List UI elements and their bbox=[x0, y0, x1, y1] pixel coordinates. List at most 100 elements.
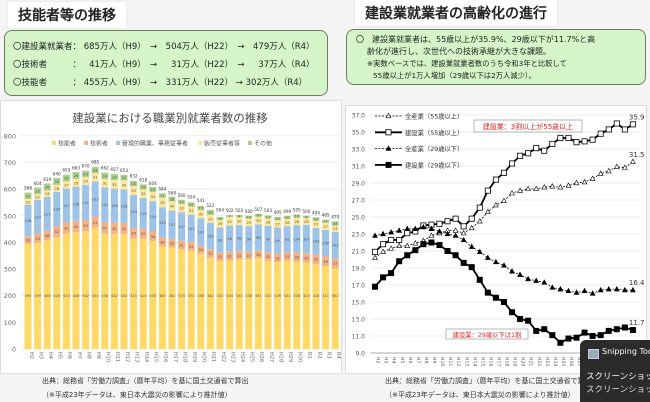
segment-value-label: 29 bbox=[208, 217, 213, 221]
segment-value-label: 341 bbox=[255, 294, 262, 298]
bar-segment bbox=[226, 217, 234, 226]
segment-value-label: 37 bbox=[333, 262, 338, 266]
x-tick-label: H11 bbox=[447, 357, 453, 366]
segment-value-label: 31 bbox=[103, 182, 108, 186]
bar-segment bbox=[274, 227, 282, 254]
segment-value-label: 32 bbox=[112, 183, 117, 187]
bar-segment bbox=[254, 250, 262, 259]
data-point bbox=[589, 332, 596, 339]
total-value-label: 503 bbox=[264, 208, 272, 213]
summary-line: ※実数ベースでは、建設業就業者数のうち令和3年と比較して bbox=[367, 59, 567, 68]
y-tick-label: 15.0 bbox=[352, 300, 366, 307]
segment-value-label: 24 bbox=[103, 174, 108, 178]
segment-value-label: 43 bbox=[83, 224, 88, 228]
segment-value-label: 342 bbox=[207, 294, 214, 298]
bar-segment bbox=[120, 233, 128, 349]
data-point bbox=[404, 242, 411, 248]
segment-value-label: 27 bbox=[64, 183, 69, 187]
data-point bbox=[557, 286, 564, 292]
bar-segment bbox=[101, 233, 109, 349]
data-point bbox=[388, 245, 395, 251]
bar-segment bbox=[34, 242, 42, 349]
total-value-label: 541 bbox=[197, 198, 205, 203]
segment-value-label: 42 bbox=[112, 227, 117, 231]
bar-segment bbox=[101, 178, 109, 188]
y-tick-label: 200 bbox=[4, 292, 16, 300]
bar-segment bbox=[283, 216, 291, 219]
bar-segment bbox=[187, 242, 195, 251]
x-tick-label: H21 bbox=[528, 357, 534, 366]
y-tick-label: 13.0 bbox=[352, 317, 366, 324]
bar-segment bbox=[187, 202, 195, 207]
bar-segment bbox=[139, 184, 147, 190]
x-tick-label: H10 bbox=[105, 352, 111, 362]
segment-value-label: 27 bbox=[314, 223, 319, 227]
annotation-box bbox=[473, 119, 583, 133]
bar-segment bbox=[197, 205, 205, 210]
total-value-label: 485 bbox=[322, 213, 330, 218]
bar-segment bbox=[331, 258, 339, 269]
bar-segment bbox=[331, 231, 339, 259]
bar-segment bbox=[264, 225, 272, 253]
bar-segment bbox=[91, 166, 99, 174]
segment-value-label: 31 bbox=[179, 243, 184, 247]
segment-value-label: 375 bbox=[178, 294, 185, 298]
segment-value-label: 19 bbox=[151, 188, 156, 192]
segment-value-label: 113 bbox=[159, 221, 166, 225]
x-tick-label: H24 bbox=[239, 352, 245, 362]
data-point bbox=[597, 170, 604, 176]
segment-value-label: 11 bbox=[323, 220, 328, 224]
segment-value-label: 36 bbox=[151, 235, 156, 239]
segment-value-label: 34 bbox=[151, 195, 156, 199]
x-tick-label: H8 bbox=[423, 357, 429, 363]
legend-swatch bbox=[248, 141, 252, 145]
segment-value-label: 32 bbox=[237, 254, 242, 258]
segment-value-label: 116 bbox=[140, 212, 148, 216]
bar-segment bbox=[158, 207, 166, 238]
legend-swatch bbox=[52, 141, 56, 145]
segment-value-label: 30 bbox=[237, 220, 242, 224]
x-tick-label: H19 bbox=[512, 357, 518, 366]
data-point bbox=[436, 220, 443, 227]
bar-segment bbox=[322, 256, 330, 267]
data-point bbox=[476, 204, 483, 211]
bar-segment bbox=[62, 181, 70, 189]
bar-segment bbox=[312, 254, 320, 265]
bar-segment bbox=[62, 188, 70, 223]
segment-value-label: 31 bbox=[199, 213, 204, 217]
data-point bbox=[541, 326, 548, 333]
segment-value-label: 12 bbox=[275, 217, 280, 221]
arrow-icon: → bbox=[237, 42, 245, 52]
arrow-icon: → bbox=[237, 60, 245, 70]
data-point bbox=[565, 287, 572, 294]
value-h9: 455万人（H9） bbox=[83, 78, 142, 88]
data-point bbox=[621, 324, 628, 331]
total-value-label: 502 bbox=[226, 208, 234, 213]
segment-value-label: 25 bbox=[35, 189, 40, 193]
x-tick-label: H26 bbox=[258, 352, 264, 362]
legend-marker bbox=[385, 129, 392, 136]
x-tick-label: H18 bbox=[181, 352, 187, 362]
y-tick-label: 17.0 bbox=[352, 283, 366, 290]
segment-value-label: 311 bbox=[322, 294, 329, 298]
x-tick-label: H17 bbox=[496, 357, 502, 366]
data-point bbox=[436, 228, 443, 234]
segment-value-label: 100 bbox=[313, 240, 321, 244]
y-tick-label: 21.0 bbox=[352, 249, 366, 256]
segment-value-label: 31 bbox=[93, 176, 98, 180]
data-point bbox=[541, 279, 548, 285]
bar-segment bbox=[197, 245, 205, 254]
y-tick-label: 35.0 bbox=[352, 130, 366, 137]
segment-value-label: 31 bbox=[275, 256, 280, 260]
data-point bbox=[549, 140, 556, 147]
data-point bbox=[501, 197, 507, 203]
x-tick-label: H8 bbox=[85, 352, 91, 359]
x-tick-label: H24 bbox=[552, 357, 558, 366]
aging-line-chart: 9.0 11.0 13.0 15.0 17.0 19.0 21.0 23.0 25.0 27.0 2… bbox=[352, 112, 645, 367]
segment-value-label: 23 bbox=[112, 175, 117, 179]
segment-value-label: 331 bbox=[217, 294, 224, 298]
snipping-tool-notification[interactable]: Snipping Tool スクリーンショットをコピー スクリーンショット bbox=[580, 340, 650, 402]
data-point bbox=[500, 169, 507, 176]
segment-value-label: 26 bbox=[304, 220, 309, 224]
segment-value-label: 26 bbox=[55, 180, 60, 184]
